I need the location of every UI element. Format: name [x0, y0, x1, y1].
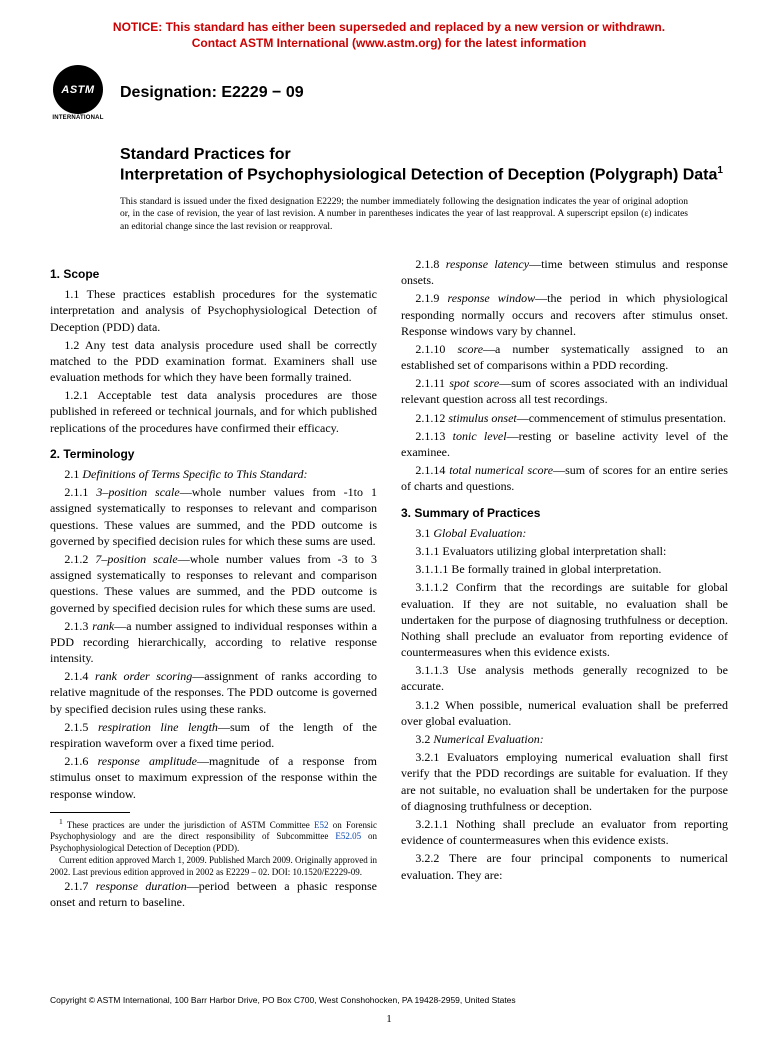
link-e52[interactable]: E52: [314, 820, 329, 830]
document-page: NOTICE: This standard has either been su…: [0, 0, 778, 1041]
footnote-rule: [50, 812, 130, 813]
para-3-2-1: 3.2.1 Evaluators employing numerical eva…: [401, 749, 728, 814]
para-2-1-6: 2.1.6 response amplitude—magnitude of a …: [50, 753, 377, 802]
para-2-1: 2.1 Definitions of Terms Specific to Thi…: [50, 466, 377, 482]
para-3-2-1-1: 3.2.1.1 Nothing shall preclude an evalua…: [401, 816, 728, 848]
title-block: Standard Practices for Interpretation of…: [120, 145, 728, 185]
para-3-1-2: 3.1.2 When possible, numerical evaluatio…: [401, 697, 728, 729]
body-columns: 1. Scope 1.1 These practices establish p…: [50, 256, 728, 911]
logo-globe-icon: ASTM: [53, 65, 103, 114]
notice-banner: NOTICE: This standard has either been su…: [50, 20, 728, 51]
para-3-1: 3.1 Global Evaluation:: [401, 525, 728, 541]
copyright-line: Copyright © ASTM International, 100 Barr…: [50, 995, 516, 1005]
para-3-1-1-3: 3.1.1.3 Use analysis methods generally r…: [401, 662, 728, 694]
footnote-2: Current edition approved March 1, 2009. …: [50, 855, 377, 878]
para-3-1-1: 3.1.1 Evaluators utilizing global interp…: [401, 543, 728, 559]
para-1-2-1: 1.2.1 Acceptable test data analysis proc…: [50, 387, 377, 436]
para-2-1-9: 2.1.9 response window—the period in whic…: [401, 290, 728, 339]
title-superscript: 1: [717, 165, 723, 176]
notice-line-2: Contact ASTM International (www.astm.org…: [192, 36, 586, 50]
footnote-1: 1 These practices are under the jurisdic…: [50, 817, 377, 855]
footnote-block: 1 These practices are under the jurisdic…: [50, 812, 377, 878]
section-2-head: 2. Terminology: [50, 446, 377, 462]
para-3-2-2: 3.2.2 There are four principal component…: [401, 850, 728, 882]
para-2-1-3: 2.1.3 rank—a number assigned to individu…: [50, 618, 377, 667]
para-3-2: 3.2 Numerical Evaluation:: [401, 731, 728, 747]
title-prefix: Standard Practices for: [120, 145, 728, 165]
para-2-1-4: 2.1.4 rank order scoring—assignment of r…: [50, 668, 377, 717]
para-2-1-12: 2.1.12 stimulus onset—commencement of st…: [401, 410, 728, 426]
para-3-1-1-2: 3.1.1.2 Confirm that the recordings are …: [401, 579, 728, 660]
logo-subtext: INTERNATIONAL: [52, 115, 103, 121]
para-1-2: 1.2 Any test data analysis procedure use…: [50, 337, 377, 386]
para-2-1-10: 2.1.10 score—a number systematically ass…: [401, 341, 728, 373]
title-main: Interpretation of Psychophysiological De…: [120, 165, 728, 185]
para-2-1-2: 2.1.2 7–position scale—whole number valu…: [50, 551, 377, 616]
para-2-1-7: 2.1.7 response duration—period between a…: [50, 878, 377, 910]
section-1-head: 1. Scope: [50, 266, 377, 282]
para-2-1-13: 2.1.13 tonic level—resting or baseline a…: [401, 428, 728, 460]
para-2-1-5: 2.1.5 respiration line length—sum of the…: [50, 719, 377, 751]
header-row: ASTM INTERNATIONAL Designation: E2229 − …: [50, 65, 728, 121]
designation-text: Designation: E2229 − 09: [120, 84, 304, 102]
link-e52-05[interactable]: E52.05: [335, 831, 361, 841]
para-1-1: 1.1 These practices establish procedures…: [50, 286, 377, 335]
para-2-1-11: 2.1.11 spot score—sum of scores associat…: [401, 375, 728, 407]
issuance-note: This standard is issued under the fixed …: [120, 196, 688, 234]
section-3-head: 3. Summary of Practices: [401, 505, 728, 521]
para-2-1-14: 2.1.14 total numerical score—sum of scor…: [401, 462, 728, 494]
para-2-1-8: 2.1.8 response latency—time between stim…: [401, 256, 728, 288]
para-2-1-1: 2.1.1 3–position scale—whole number valu…: [50, 484, 377, 549]
notice-line-1: NOTICE: This standard has either been su…: [113, 20, 665, 34]
astm-logo: ASTM INTERNATIONAL: [50, 65, 106, 121]
page-number: 1: [0, 1013, 778, 1025]
para-3-1-1-1: 3.1.1.1 Be formally trained in global in…: [401, 561, 728, 577]
